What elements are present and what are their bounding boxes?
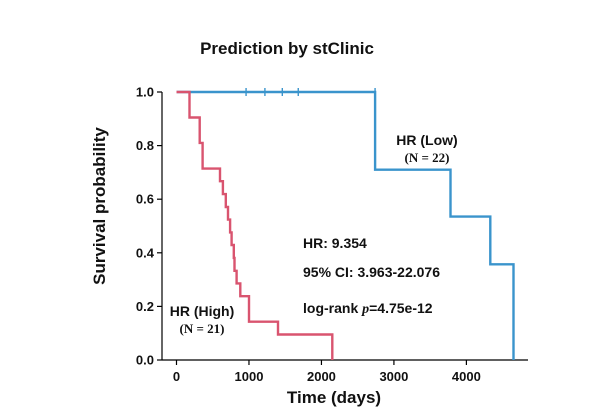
confidence-interval-text: 95% CI: 3.963-22.076 [303,264,440,280]
x-tick-label: 3000 [379,369,408,384]
logrank-prefix: log-rank [303,300,362,316]
hazard-ratio-text: HR: 9.354 [303,235,367,251]
km-curve-high [176,90,334,360]
y-tick-label: 0.6 [136,192,154,207]
x-tick-label: 1000 [235,369,264,384]
y-tick-label: 1.0 [136,85,154,100]
x-tick-label: 0 [173,369,180,384]
y-tick-label: 0.4 [136,245,155,260]
x-tick-label: 4000 [452,369,481,384]
legend-low-n: (N = 22) [405,150,450,165]
km-curve-low [176,90,515,360]
series-layer [176,88,515,360]
legend-low-label: HR (Low) [396,132,457,148]
x-ticks: 0 1000 2000 3000 4000 [173,360,481,384]
y-tick-label: 0.2 [136,299,154,314]
logrank-p-symbol: p [361,302,369,317]
y-axis-label: Survival probability [90,127,109,285]
logrank-p-text: log-rank p=4.75e-12 [303,300,433,317]
y-tick-label: 0.8 [136,138,154,153]
x-axis-label: Time (days) [287,388,381,407]
legend-high-n: (N = 21) [180,321,225,336]
x-tick-label: 2000 [307,369,336,384]
y-tick-label: 0.0 [136,353,154,368]
chart-title: Prediction by stClinic [200,39,374,58]
logrank-p-value: =4.75e-12 [369,300,433,316]
legend-high-label: HR (High) [170,303,235,319]
y-ticks: 0.0 0.2 0.4 0.6 0.8 1.0 [136,85,162,368]
